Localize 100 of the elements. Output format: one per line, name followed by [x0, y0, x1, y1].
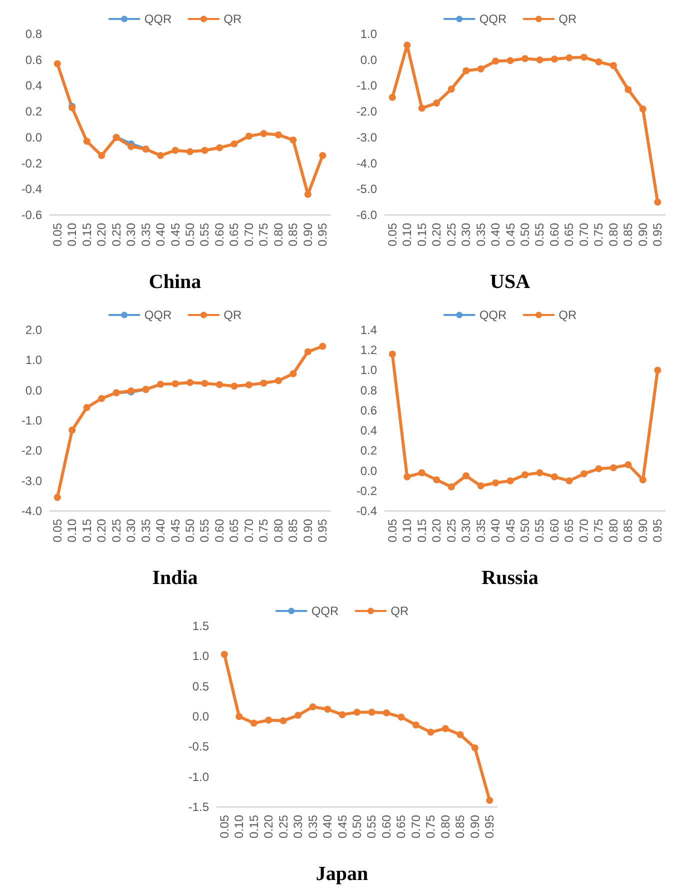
point — [68, 426, 76, 434]
y-tick-label: 0.6 — [25, 52, 42, 67]
y-tick-label: -1.0 — [356, 78, 378, 93]
point — [290, 370, 297, 378]
point — [462, 472, 470, 480]
point — [245, 381, 252, 388]
point — [304, 348, 312, 356]
point — [54, 60, 61, 68]
y-tick-label: 1.0 — [192, 649, 210, 664]
y-tick-label: 1.0 — [360, 363, 378, 378]
point — [157, 380, 164, 388]
y-tick-label: -4.0 — [21, 504, 42, 518]
x-tick-label: 0.35 — [474, 222, 488, 246]
point — [506, 57, 514, 64]
point — [442, 725, 449, 732]
x-tick-label: 0.40 — [154, 222, 168, 246]
point — [274, 377, 282, 384]
y-tick-label: -5.0 — [356, 182, 378, 196]
point — [388, 350, 396, 358]
point — [654, 198, 662, 206]
point — [456, 731, 464, 738]
point — [230, 140, 238, 148]
x-tick-label: 0.05 — [50, 518, 64, 542]
y-tick-label: 0.4 — [25, 78, 42, 93]
x-tick-label: 0.10 — [65, 518, 80, 542]
y-tick-label: 0.4 — [360, 424, 378, 438]
x-tick-label: 0.50 — [518, 222, 532, 246]
x-tick-label: 0.95 — [482, 814, 497, 838]
y-tick-label: -1.5 — [188, 800, 210, 814]
point — [128, 142, 135, 150]
x-tick-label: 0.25 — [276, 814, 290, 838]
point — [338, 711, 346, 718]
x-tick-label: 0.70 — [242, 222, 256, 246]
x-tick-label: 0.55 — [532, 222, 547, 246]
x-tick-label: 0.20 — [94, 518, 109, 542]
point — [486, 796, 494, 804]
legend-label: QQR — [144, 12, 172, 26]
x-tick-label: 0.60 — [547, 518, 562, 542]
point — [398, 714, 405, 721]
x-tick-label: 0.55 — [198, 518, 212, 542]
x-tick-label: 0.35 — [138, 518, 153, 542]
x-tick-label: 0.05 — [50, 222, 64, 246]
point — [83, 404, 90, 412]
x-tick-label: 0.25 — [109, 518, 124, 542]
y-tick-label: -0.4 — [21, 182, 42, 196]
x-tick-label: 0.90 — [636, 222, 650, 246]
y-tick-label: 0.2 — [360, 444, 378, 458]
point — [492, 58, 500, 65]
x-tick-label: 0.95 — [316, 222, 330, 246]
y-tick-label: -6.0 — [356, 208, 378, 222]
x-tick-label: 0.20 — [262, 814, 276, 838]
y-tick-label: 0.0 — [192, 710, 210, 724]
point — [536, 56, 544, 64]
legend-label: QQR — [144, 308, 172, 322]
legend-label: QQR — [479, 12, 507, 26]
point — [580, 470, 588, 478]
x-tick-label: 0.70 — [242, 518, 256, 542]
point — [412, 721, 420, 728]
x-tick-label: 0.15 — [414, 518, 429, 542]
x-tick-label: 0.40 — [488, 518, 503, 542]
x-tick-label: 0.90 — [636, 518, 650, 542]
point — [566, 477, 573, 484]
point — [639, 105, 646, 112]
y-tick-label: -1.0 — [188, 770, 210, 784]
y-tick-label: -0.4 — [356, 504, 378, 518]
x-tick-label: 0.50 — [350, 814, 364, 838]
x-tick-label: 0.65 — [227, 222, 242, 246]
legend-label: QR — [390, 604, 409, 618]
x-tick-label: 0.40 — [488, 222, 503, 246]
x-tick-label: 0.85 — [621, 222, 636, 246]
y-tick-label: 1.0 — [360, 27, 378, 41]
x-tick-label: 0.85 — [453, 814, 468, 838]
x-tick-label: 0.70 — [576, 518, 591, 542]
point — [382, 709, 390, 716]
x-tick-label: 0.35 — [306, 814, 320, 838]
point — [506, 477, 514, 484]
point — [404, 42, 411, 49]
point — [274, 131, 282, 138]
x-tick-label: 0.15 — [246, 814, 261, 838]
x-tick-label: 0.75 — [256, 518, 271, 542]
y-tick-label: -4.0 — [356, 156, 378, 170]
point — [304, 190, 312, 198]
point — [319, 342, 326, 350]
x-tick-label: 0.05 — [217, 814, 232, 838]
x-tick-label: 0.90 — [300, 222, 315, 246]
x-tick-label: 0.60 — [212, 518, 226, 542]
x-tick-label: 0.50 — [518, 518, 532, 542]
y-tick-label: 0.2 — [25, 104, 42, 119]
x-tick-label: 0.15 — [414, 222, 429, 246]
x-tick-label: 0.20 — [430, 222, 444, 246]
x-tick-label: 0.45 — [168, 222, 182, 246]
y-tick-label: 0.0 — [25, 383, 42, 398]
x-tick-label: 0.10 — [400, 222, 414, 246]
y-tick-label: -2.0 — [356, 104, 378, 119]
x-tick-label: 0.30 — [459, 518, 474, 542]
point — [260, 380, 268, 387]
y-tick-label: 1.0 — [25, 353, 42, 368]
text: China — [148, 271, 202, 293]
x-tick-label: 0.20 — [430, 518, 444, 542]
y-tick-label: 1.2 — [360, 343, 378, 358]
